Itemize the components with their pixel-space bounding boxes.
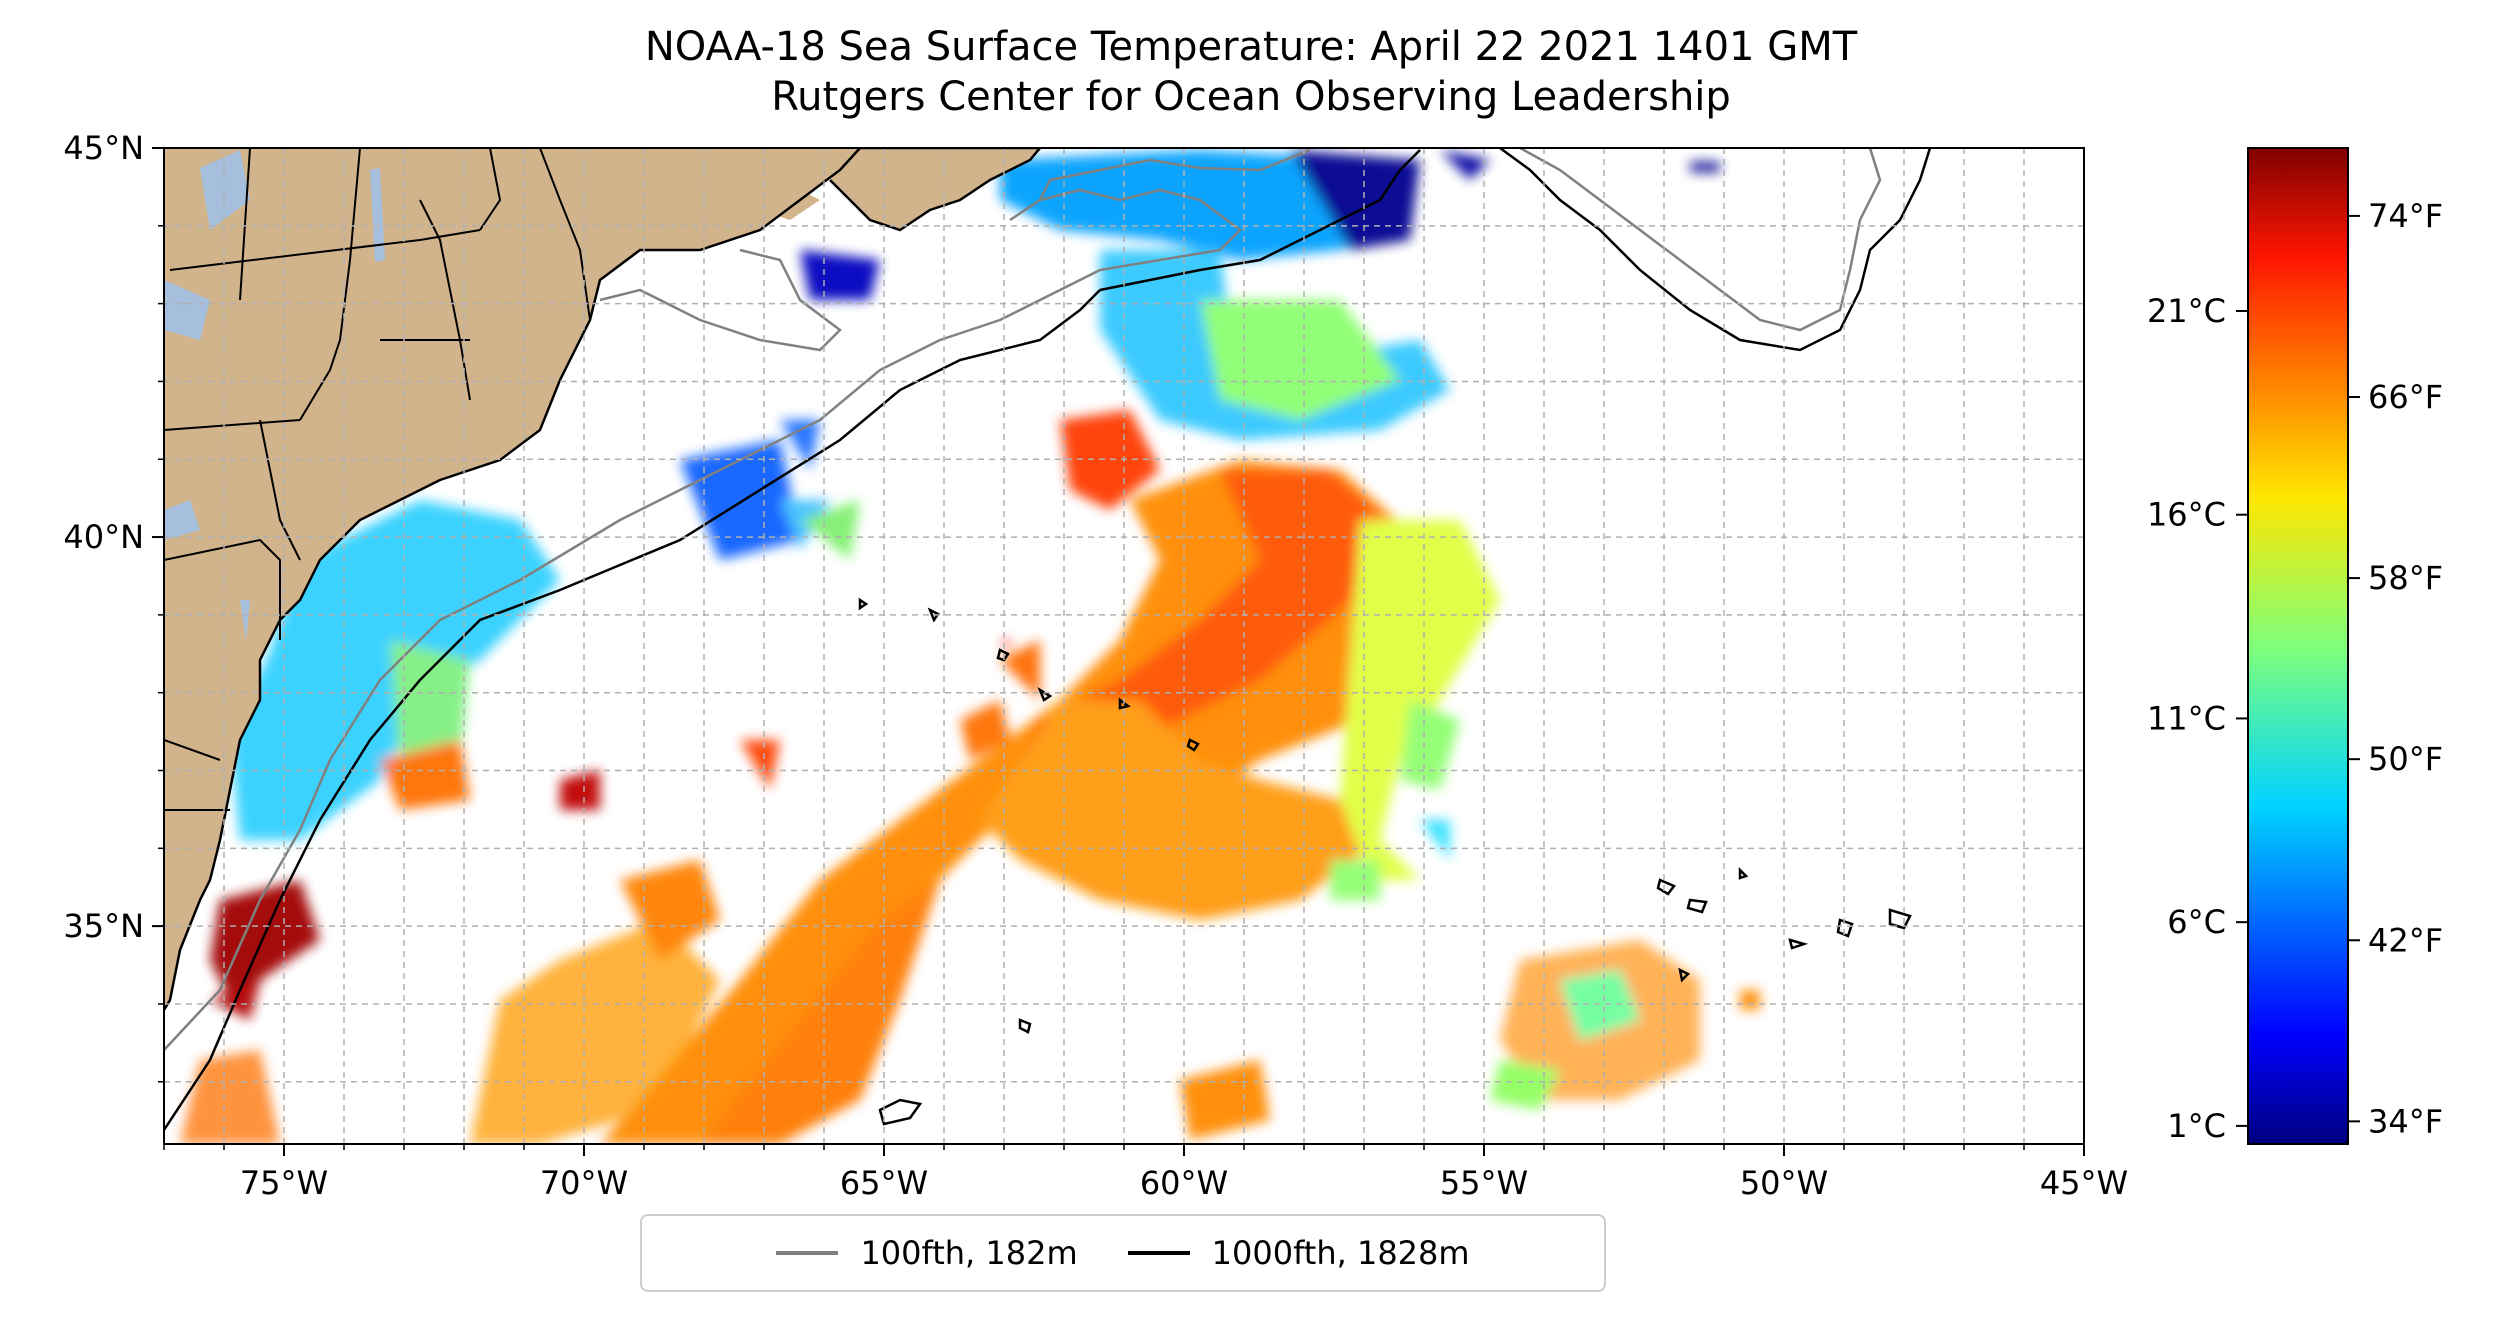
legend-label-1000fth: 1000fth, 1828m [1211,1234,1470,1272]
legend: 100fth, 182m 1000fth, 1828m [640,1214,1606,1292]
legend-swatch-gray [776,1251,839,1255]
lat-tick-label: 35°N [63,907,144,945]
colorbar-f-ticks: 74°F 66°F 58°F 50°F 42°F 34°F [2348,197,2443,1140]
title-line-1: NOAA-18 Sea Surface Temperature: April 2… [644,24,1858,70]
title-line-2: Rutgers Center for Ocean Observing Leade… [771,74,1731,120]
colorbar-f-label: 66°F [2368,378,2443,416]
colorbar-c-label: 11°C [2147,699,2226,737]
lon-tick-label: 70°W [540,1164,628,1202]
lat-tick-label: 40°N [63,518,144,556]
lat-axis: 45°N 40°N 35°N [63,129,164,1083]
lon-tick-label: 65°W [840,1164,928,1202]
lat-tick-label: 45°N [63,129,144,167]
colorbar-f-label: 74°F [2368,197,2443,235]
legend-swatch-black [1127,1251,1190,1255]
figure-title: NOAA-18 Sea Surface Temperature: April 2… [0,22,2502,122]
legend-label-100fth: 100fth, 182m [860,1234,1078,1272]
colorbar-c-label: 6°C [2167,903,2226,941]
lon-axis: 75°W 70°W 65°W 60°W 55°W 50°W 45°W [163,1144,2128,1202]
legend-item-100fth: 100fth, 182m [776,1234,1078,1272]
colorbar-f-label: 42°F [2368,921,2443,959]
colorbar-f-label: 34°F [2368,1102,2443,1140]
contour-100fth [164,148,1882,1051]
colorbar-f-label: 50°F [2368,740,2443,778]
colorbar-f-label: 58°F [2368,559,2443,597]
map-area [164,148,2084,1144]
gridlines [164,148,2084,1144]
lon-tick-label: 55°W [1440,1164,1528,1202]
colorbar-c-label: 21°C [2147,292,2226,330]
colorbar-gradient [2247,147,2349,1145]
lon-tick-label: 50°W [1740,1164,1828,1202]
lon-tick-label: 60°W [1140,1164,1228,1202]
land-layer [164,148,1042,1011]
lon-tick-label: 75°W [240,1164,328,1202]
legend-item-1000fth: 1000fth, 1828m [1127,1234,1470,1272]
contour-1000fth [164,148,1932,1131]
colorbar-c-label: 1°C [2167,1107,2226,1145]
colorbar: 74°F 66°F 58°F 50°F 42°F 34°F 21°C 16°C 11°C 6°C… [2147,147,2443,1145]
lon-tick-label: 45°W [2040,1164,2128,1202]
colorbar-c-label: 16°C [2147,496,2226,534]
colorbar-c-ticks: 21°C 16°C 11°C 6°C 1°C [2147,292,2248,1145]
